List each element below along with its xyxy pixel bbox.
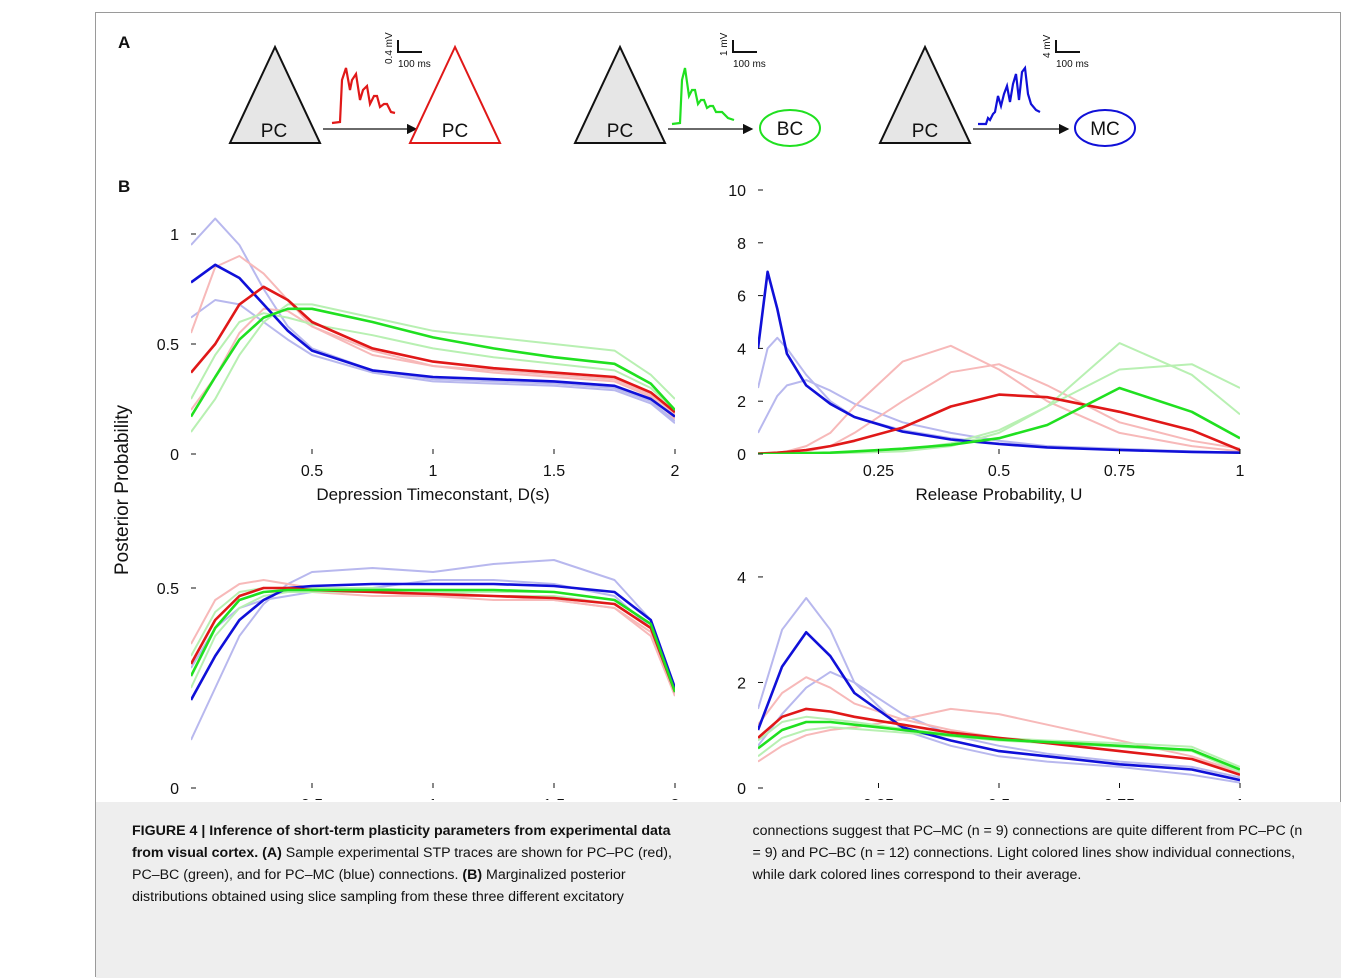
- figure: A B PC PC 0.4 mV 100 ms PC BC 1 mV 100 m…: [112, 32, 1245, 800]
- trace: [671, 67, 735, 126]
- series-line: [758, 676, 1240, 774]
- x-axis-title: Release Probability, U: [916, 485, 1083, 504]
- series-line: [191, 255, 675, 416]
- x-tick-label: 0.25: [863, 797, 894, 800]
- x-tick-label: 1: [429, 463, 438, 480]
- cell-label: BC: [777, 119, 803, 140]
- series-line: [191, 285, 675, 414]
- figure-frame: [95, 12, 1341, 977]
- series-line: [191, 591, 675, 693]
- cell-label: PC: [261, 121, 287, 142]
- scale-label: 4 mV: [1042, 34, 1053, 58]
- panel-label: B: [118, 177, 130, 196]
- y-tick-label: 8: [737, 236, 746, 253]
- plot-area: [191, 559, 675, 741]
- y-axis-title: Posterior Probability: [112, 404, 133, 575]
- series-line: [758, 597, 1240, 784]
- series-line: [758, 707, 1240, 777]
- series-line: [191, 307, 675, 420]
- caption-text: Sample experimental STP traces are shown…: [132, 845, 672, 883]
- series-line: [191, 582, 675, 701]
- scale-label: 100 ms: [398, 59, 431, 70]
- cell-label: PC: [912, 121, 938, 142]
- scale-label: 100 ms: [1056, 59, 1089, 70]
- cell-label: PC: [607, 121, 633, 142]
- series-line: [191, 307, 675, 418]
- x-tick-label: 0.5: [988, 463, 1010, 480]
- cell-label: PC: [442, 121, 468, 142]
- source-cell: [878, 44, 972, 144]
- series-line: [191, 588, 675, 693]
- scale-bar: [732, 40, 757, 53]
- cell-label: MC: [1090, 119, 1120, 140]
- x-tick-label: 0.75: [1104, 463, 1135, 480]
- series-line: [758, 720, 1240, 771]
- series-line: [758, 715, 1240, 768]
- caption-title: FIGURE 4 | Inference of short-term plast…: [132, 823, 671, 861]
- y-tick-label: 10: [728, 183, 746, 200]
- y-tick-label: 0.5: [157, 337, 179, 354]
- plot-area: [758, 270, 1240, 454]
- x-axis-title: Depression Timeconstant, D(s): [316, 485, 549, 504]
- x-tick-label: 0.5: [301, 463, 323, 480]
- x-tick-label: 1: [1236, 797, 1245, 800]
- series-line: [191, 312, 675, 411]
- caption-text: Marginalized posterior distributions obt…: [132, 823, 1303, 905]
- plot-area: [191, 217, 675, 433]
- series-line: [191, 303, 675, 433]
- caption: FIGURE 4 | Inference of short-term plast…: [96, 802, 1341, 978]
- x-tick-label: 1.5: [543, 463, 565, 480]
- scale-label: 1 mV: [719, 32, 730, 56]
- scale-bar: [1055, 40, 1080, 53]
- panel-label: A: [118, 33, 130, 52]
- y-tick-label: 0: [170, 781, 179, 798]
- x-tick-label: 2: [671, 797, 680, 800]
- source-cell: [228, 44, 322, 144]
- target-cell: [759, 109, 821, 147]
- y-tick-label: 0.5: [157, 581, 179, 598]
- series-line: [191, 217, 675, 422]
- x-tick-label: 0.5: [301, 797, 323, 800]
- y-tick-label: 2: [737, 394, 746, 411]
- scale-bar: [397, 40, 422, 53]
- target-cell: [1074, 109, 1136, 147]
- series-line: [758, 631, 1240, 782]
- x-tick-label: 0.75: [1104, 797, 1135, 800]
- y-tick-label: 4: [737, 341, 746, 358]
- scale-label: 0.4 mV: [384, 32, 395, 64]
- y-tick-label: 0: [737, 781, 746, 798]
- caption-panel-ref: (B): [462, 867, 483, 883]
- series-line: [191, 263, 675, 418]
- y-tick-label: 4: [737, 570, 746, 587]
- series-line: [191, 586, 675, 693]
- caption-panel-ref: (A): [262, 845, 282, 861]
- y-tick-label: 0: [737, 447, 746, 464]
- series-line: [191, 559, 675, 741]
- trace: [331, 67, 396, 125]
- x-tick-label: 0.25: [863, 463, 894, 480]
- scale-label: 100 ms: [733, 59, 766, 70]
- y-tick-label: 1: [170, 227, 179, 244]
- trace: [978, 65, 1041, 126]
- x-tick-label: 2: [671, 463, 680, 480]
- y-tick-label: 6: [737, 289, 746, 306]
- x-tick-label: 1: [429, 797, 438, 800]
- series-line: [758, 393, 1240, 454]
- plot-area: [758, 597, 1240, 784]
- target-cell: [408, 44, 502, 144]
- y-tick-label: 2: [737, 675, 746, 692]
- x-tick-label: 1: [1236, 463, 1245, 480]
- x-tick-label: 0.5: [988, 797, 1010, 800]
- series-line: [758, 270, 1240, 454]
- source-cell: [573, 44, 667, 144]
- y-tick-label: 0: [170, 447, 179, 464]
- x-tick-label: 1.5: [543, 797, 565, 800]
